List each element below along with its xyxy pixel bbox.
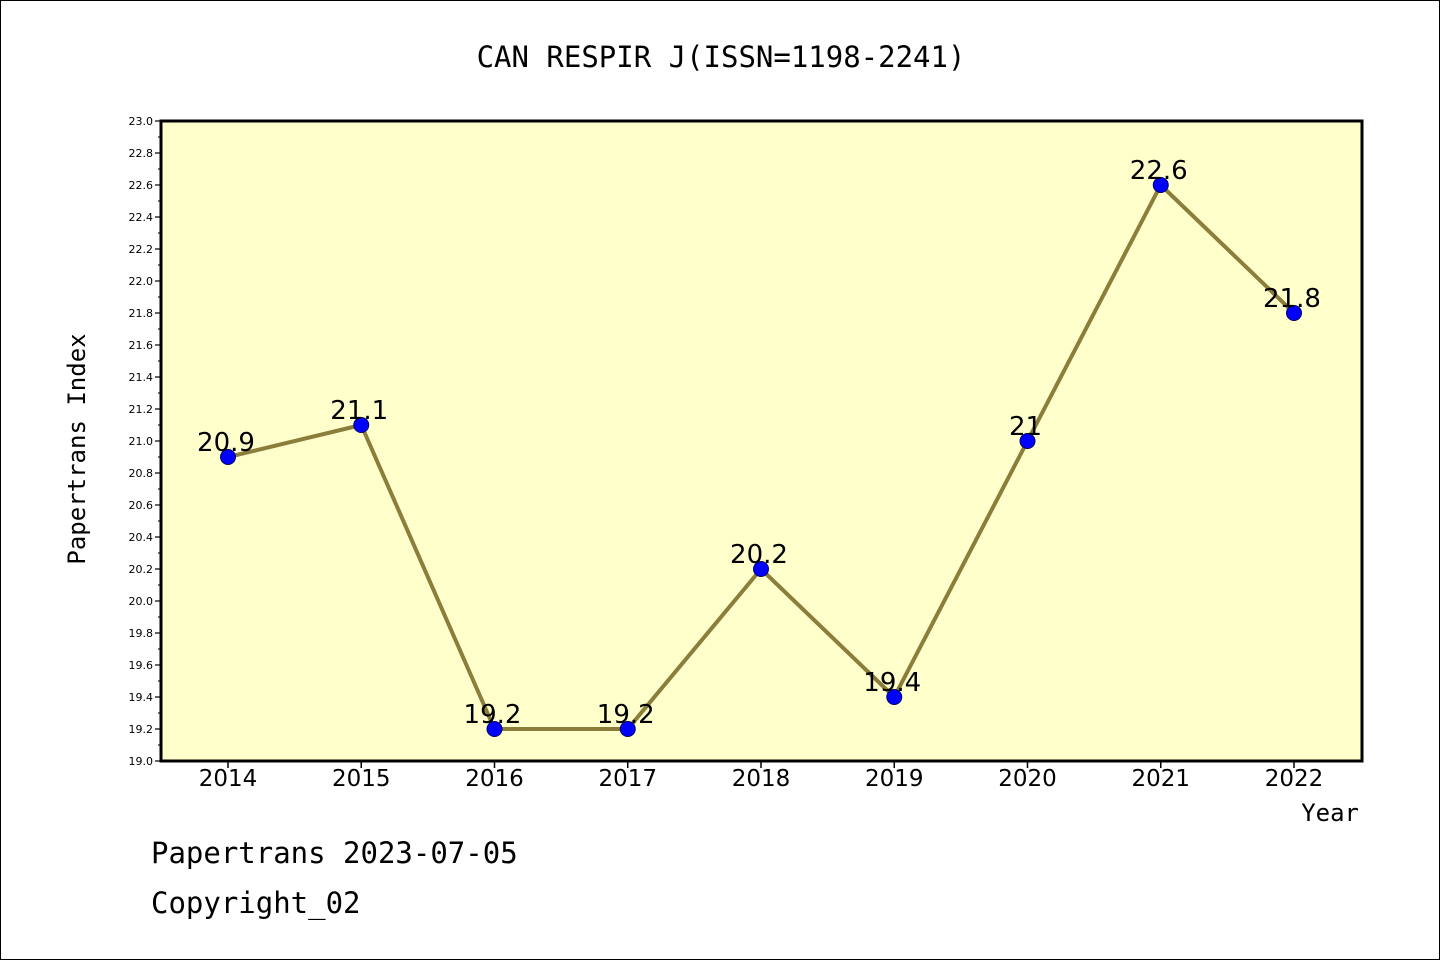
- data-point-2015: [353, 417, 370, 433]
- y-tick-label: 22.6: [129, 179, 154, 192]
- y-axis: 19.0 19.2 19.4 19.6 19.8 20.0 20.2 20.4 20.6 20.8…: [129, 115, 161, 768]
- y-tick-label: 20.8: [129, 467, 154, 480]
- x-tick-label: 2022: [1265, 766, 1324, 792]
- data-point-2017: [619, 721, 636, 737]
- x-axis: 2014 2015 2016 2017 2018 2019 2020 2021 2022: [199, 761, 1324, 792]
- footer-copyright-text: Copyright_02: [151, 886, 361, 920]
- data-point-2014: [220, 449, 236, 465]
- data-point-2019: [886, 689, 903, 705]
- data-label-2019: 19.4: [863, 668, 921, 698]
- y-axis-label: Papertrans Index: [63, 333, 91, 564]
- x-tick-label: 2018: [732, 766, 791, 792]
- y-tick-label: 20.4: [129, 531, 154, 544]
- data-label-2018: 20.2: [730, 540, 788, 570]
- data-point-2016: [486, 721, 503, 737]
- x-axis-label: Year: [1301, 799, 1359, 827]
- data-label-2022: 21.8: [1263, 284, 1321, 314]
- x-tick-label: 2014: [199, 766, 258, 792]
- y-tick-label: 20.0: [129, 595, 154, 608]
- y-tick-label: 20.2: [129, 563, 154, 576]
- chart-title: CAN RESPIR J(ISSN=1198-2241): [477, 40, 966, 74]
- y-tick-label: 20.6: [129, 499, 154, 512]
- x-tick-label: 2020: [998, 766, 1057, 792]
- x-tick-label: 2019: [865, 766, 924, 792]
- y-tick-label: 22.8: [129, 147, 154, 160]
- y-tick-label: 23.0: [129, 115, 154, 128]
- series-group: [220, 177, 1302, 737]
- data-label-2016: 19.2: [464, 700, 522, 730]
- y-tick-label: 22.0: [129, 275, 154, 288]
- y-tick-label: 22.4: [129, 211, 154, 224]
- y-tick-label: 19.0: [129, 755, 154, 768]
- x-tick-label: 2015: [332, 766, 391, 792]
- x-tick-label: 2021: [1131, 766, 1190, 792]
- data-point-2021: [1152, 177, 1169, 193]
- footer-date-text: Papertrans 2023-07-05: [151, 836, 518, 870]
- data-label-2017: 19.2: [597, 700, 655, 730]
- data-label-2014: 20.9: [197, 428, 255, 458]
- data-label-2020: 21: [1009, 412, 1042, 442]
- y-tick-label: 19.2: [129, 723, 154, 736]
- data-point-2022: [1286, 305, 1302, 321]
- y-tick-label: 21.4: [129, 371, 154, 384]
- data-label-2015: 21.1: [330, 396, 388, 426]
- data-point-2020: [1019, 433, 1036, 449]
- y-tick-label: 21.0: [129, 435, 154, 448]
- x-tick-label: 2017: [598, 766, 657, 792]
- data-point-2018: [753, 561, 769, 577]
- data-label-2021: 22.6: [1130, 156, 1188, 186]
- y-tick-label: 21.2: [129, 403, 154, 416]
- y-tick-label: 19.8: [129, 627, 154, 640]
- y-tick-label: 19.4: [129, 691, 154, 704]
- data-labels-group: 20.9 21.1 19.2 19.2 20.2 19.4 21 22.6 21.8: [197, 156, 1321, 730]
- y-tick-label: 22.2: [129, 243, 154, 256]
- plot-area: [159, 119, 1364, 763]
- y-tick-label: 21.6: [129, 339, 154, 352]
- x-tick-label: 2016: [465, 766, 524, 792]
- y-tick-label: 21.8: [129, 307, 154, 320]
- y-tick-label: 19.6: [129, 659, 154, 672]
